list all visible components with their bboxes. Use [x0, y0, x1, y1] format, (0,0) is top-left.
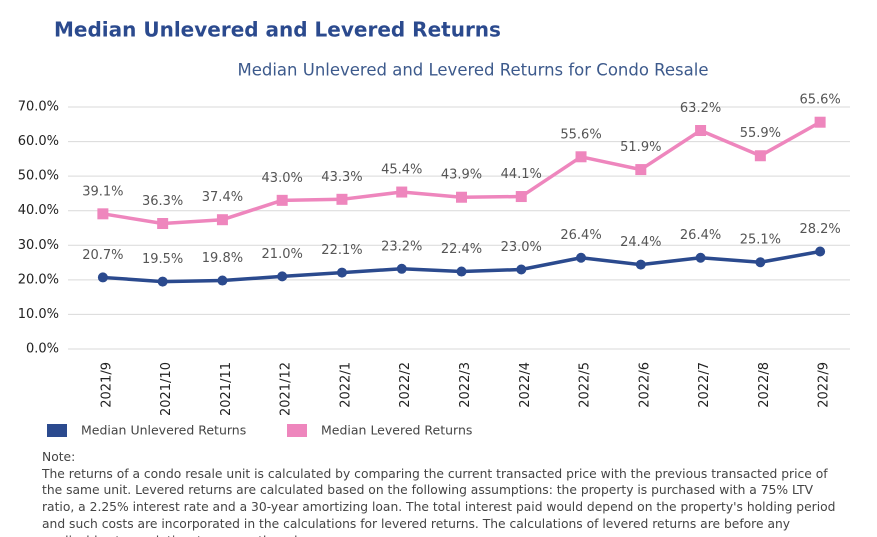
data-label: 44.1% — [501, 167, 542, 182]
point-marker — [516, 264, 527, 275]
data-label: 45.4% — [381, 163, 422, 178]
data-label: 20.7% — [82, 248, 123, 263]
data-label: 23.2% — [381, 239, 422, 254]
data-label: 55.6% — [560, 127, 601, 142]
x-tick-label: 2021/9 — [99, 362, 114, 408]
point-marker — [396, 263, 407, 274]
point-marker — [575, 151, 587, 163]
point-marker — [456, 266, 467, 277]
x-tick-label: 2022/7 — [697, 362, 712, 408]
x-tick-label: 2022/3 — [458, 362, 473, 408]
note-text: The returns of a condo resale unit is ca… — [42, 466, 836, 537]
y-tick-label: 50.0% — [18, 169, 59, 184]
point-marker — [695, 125, 707, 137]
x-tick-label: 2022/5 — [578, 362, 593, 408]
point-marker — [336, 193, 348, 205]
x-tick-label: 2022/1 — [338, 362, 353, 408]
y-tick-label: 70.0% — [18, 100, 59, 115]
legend-swatch — [47, 424, 67, 437]
data-label: 24.4% — [620, 235, 661, 250]
x-tick-label: 2021/10 — [159, 362, 174, 416]
note: Note: The returns of a condo resale unit… — [42, 449, 842, 537]
y-tick-label: 10.0% — [18, 307, 59, 322]
point-marker — [515, 191, 527, 203]
data-label: 22.1% — [321, 243, 362, 258]
data-label: 36.3% — [142, 194, 183, 209]
y-tick-label: 40.0% — [18, 203, 59, 218]
chart: Median Unlevered and Levered Returns Med… — [18, 18, 850, 438]
data-label: 19.8% — [202, 251, 243, 266]
legend-label: Median Levered Returns — [321, 423, 472, 438]
legend-swatch — [287, 424, 307, 437]
point-marker — [814, 116, 826, 128]
data-label: 65.6% — [799, 93, 840, 108]
data-label: 43.0% — [262, 171, 303, 186]
y-tick-label: 0.0% — [26, 342, 59, 357]
data-label: 19.5% — [142, 252, 183, 267]
point-marker — [695, 252, 706, 263]
point-marker — [97, 272, 108, 283]
point-marker — [635, 164, 647, 176]
point-marker — [576, 252, 587, 263]
x-tick-label: 2022/6 — [637, 362, 652, 408]
x-tick-label: 2021/11 — [219, 362, 234, 416]
data-label: 55.9% — [740, 126, 781, 141]
y-tick-label: 60.0% — [18, 134, 59, 149]
point-marker — [157, 218, 169, 230]
point-marker — [815, 246, 826, 257]
point-marker — [456, 191, 467, 203]
data-label: 63.2% — [680, 101, 721, 116]
point-marker — [276, 194, 288, 206]
y-tick-label: 30.0% — [18, 238, 59, 253]
point-marker — [396, 186, 408, 198]
data-label: 26.4% — [680, 228, 721, 243]
data-label: 43.9% — [441, 168, 482, 183]
point-marker — [635, 259, 646, 270]
x-tick-label: 2022/2 — [398, 362, 413, 408]
data-label: 21.0% — [262, 247, 303, 262]
data-label: 39.1% — [82, 184, 123, 199]
legend-label: Median Unlevered Returns — [81, 423, 246, 438]
y-tick-label: 20.0% — [18, 272, 59, 287]
note-label: Note: — [42, 450, 76, 464]
point-marker — [97, 208, 109, 220]
data-label: 37.4% — [202, 190, 243, 205]
x-tick-label: 2022/9 — [817, 362, 832, 408]
point-marker — [336, 267, 347, 278]
x-tick-label: 2022/8 — [757, 362, 772, 408]
data-label: 28.2% — [799, 222, 840, 237]
point-marker — [755, 257, 766, 268]
point-marker — [216, 214, 228, 226]
page-title: Median Unlevered and Levered Returns — [54, 18, 501, 42]
data-label: 51.9% — [620, 140, 661, 155]
x-tick-label: 2021/12 — [279, 362, 294, 416]
data-label: 25.1% — [740, 233, 781, 248]
chart-title: Median Unlevered and Levered Returns for… — [237, 61, 708, 80]
data-label: 43.3% — [321, 170, 362, 185]
data-label: 22.4% — [441, 242, 482, 257]
point-marker — [277, 271, 288, 282]
x-tick-label: 2022/4 — [518, 362, 533, 408]
data-label: 23.0% — [501, 240, 542, 255]
data-label: 26.4% — [560, 228, 601, 243]
point-marker — [157, 276, 168, 287]
point-marker — [217, 275, 228, 286]
point-marker — [754, 150, 766, 162]
